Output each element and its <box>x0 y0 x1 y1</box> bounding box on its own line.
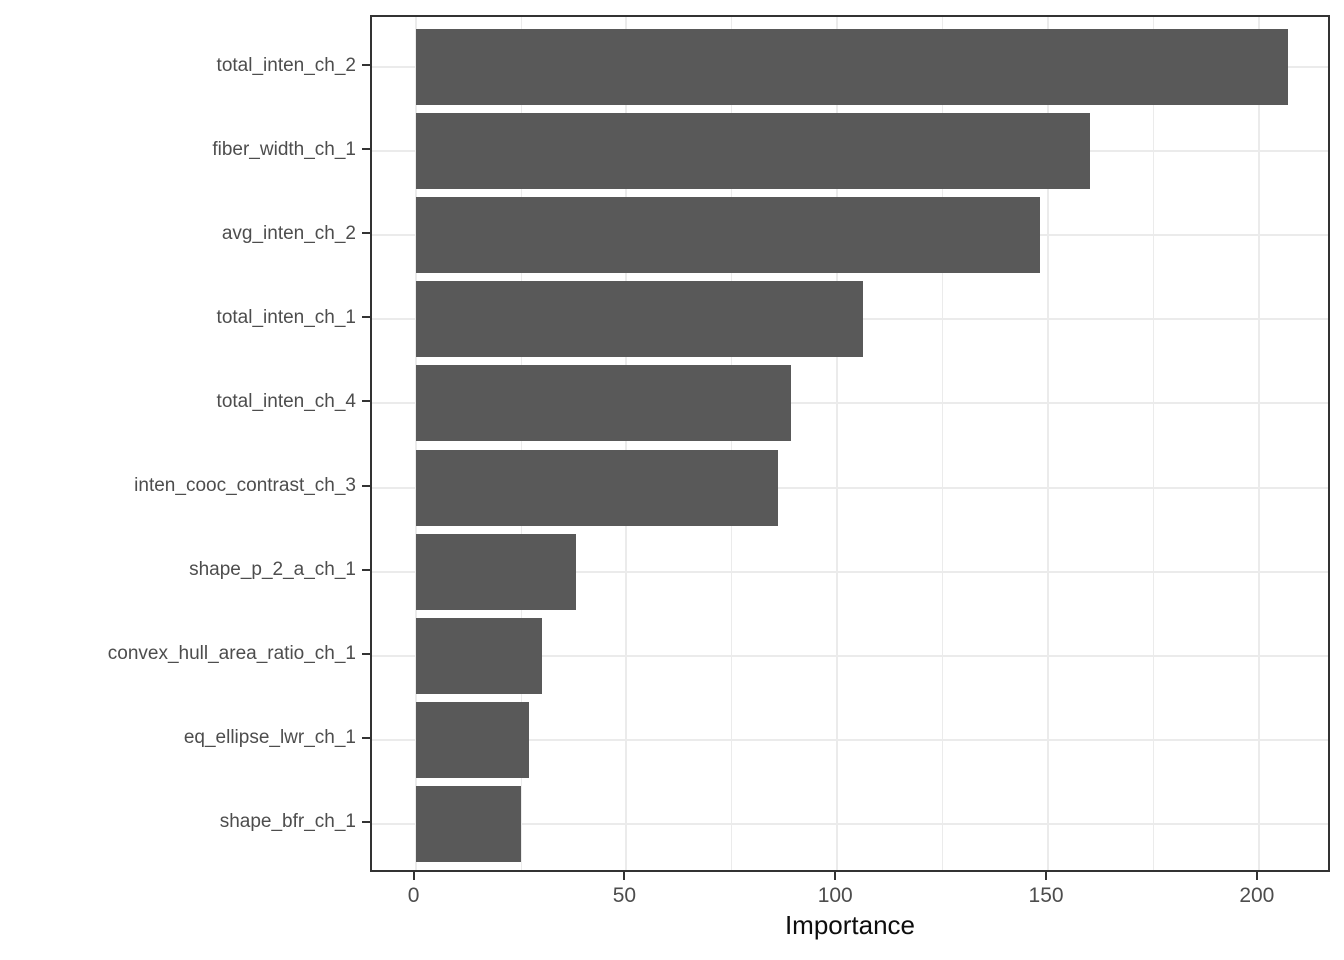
importance-bar <box>415 785 522 862</box>
y-axis-label: convex_hull_area_ratio_ch_1 <box>107 643 356 665</box>
plot-panel <box>370 15 1330 872</box>
x-major-gridline <box>836 17 839 870</box>
y-axis-label: avg_inten_ch_2 <box>221 222 356 244</box>
y-tick-mark <box>362 148 370 151</box>
y-major-gridline <box>372 402 1328 405</box>
importance-bar <box>415 281 863 358</box>
x-tick-label: 200 <box>1239 884 1275 907</box>
importance-bar <box>415 29 1289 106</box>
x-major-gridline <box>625 17 628 870</box>
y-tick-mark <box>362 484 370 487</box>
importance-bar <box>415 701 530 778</box>
y-tick-mark <box>362 736 370 739</box>
importance-bar <box>415 365 791 442</box>
y-tick-mark <box>362 568 370 571</box>
y-axis-label: shape_bfr_ch_1 <box>219 811 356 833</box>
y-tick-mark <box>362 316 370 319</box>
x-tick-label: 0 <box>407 884 420 907</box>
x-major-gridline <box>1257 17 1260 870</box>
importance-bar <box>415 197 1040 274</box>
x-tick-mark <box>1255 872 1258 880</box>
y-axis-label: total_inten_ch_2 <box>216 54 356 76</box>
y-axis-label: shape_p_2_a_ch_1 <box>189 559 356 581</box>
x-tick-label: 50 <box>612 884 637 907</box>
y-tick-mark <box>362 820 370 823</box>
x-minor-gridline <box>1152 17 1154 870</box>
x-minor-gridline <box>520 17 522 870</box>
y-axis-label: eq_ellipse_lwr_ch_1 <box>183 727 356 749</box>
y-tick-mark <box>362 652 370 655</box>
x-tick-mark <box>412 872 415 880</box>
y-major-gridline <box>372 738 1328 741</box>
y-major-gridline <box>372 570 1328 573</box>
x-tick-mark <box>623 872 626 880</box>
x-tick-label: 100 <box>817 884 853 907</box>
importance-bar <box>415 449 779 526</box>
x-tick-mark <box>834 872 837 880</box>
y-major-gridline <box>372 822 1328 825</box>
y-axis-label: fiber_width_ch_1 <box>212 138 356 160</box>
y-axis-label: inten_cooc_contrast_ch_3 <box>134 475 356 496</box>
x-major-gridline <box>1047 17 1050 870</box>
x-tick-label: 150 <box>1028 884 1064 907</box>
y-major-gridline <box>372 486 1328 489</box>
importance-bar <box>415 617 543 694</box>
x-minor-gridline <box>731 17 733 870</box>
x-minor-gridline <box>942 17 944 870</box>
importance-bar <box>415 113 1091 190</box>
y-axis-label: total_inten_ch_1 <box>216 306 356 328</box>
y-tick-mark <box>362 232 370 235</box>
y-tick-mark <box>362 64 370 67</box>
y-major-gridline <box>372 654 1328 657</box>
importance-bar <box>415 533 576 610</box>
x-major-gridline <box>414 17 417 870</box>
x-tick-mark <box>1045 872 1048 880</box>
x-axis-title: Importance <box>784 910 916 940</box>
y-axis-label: total_inten_ch_4 <box>216 390 356 412</box>
y-tick-mark <box>362 400 370 403</box>
